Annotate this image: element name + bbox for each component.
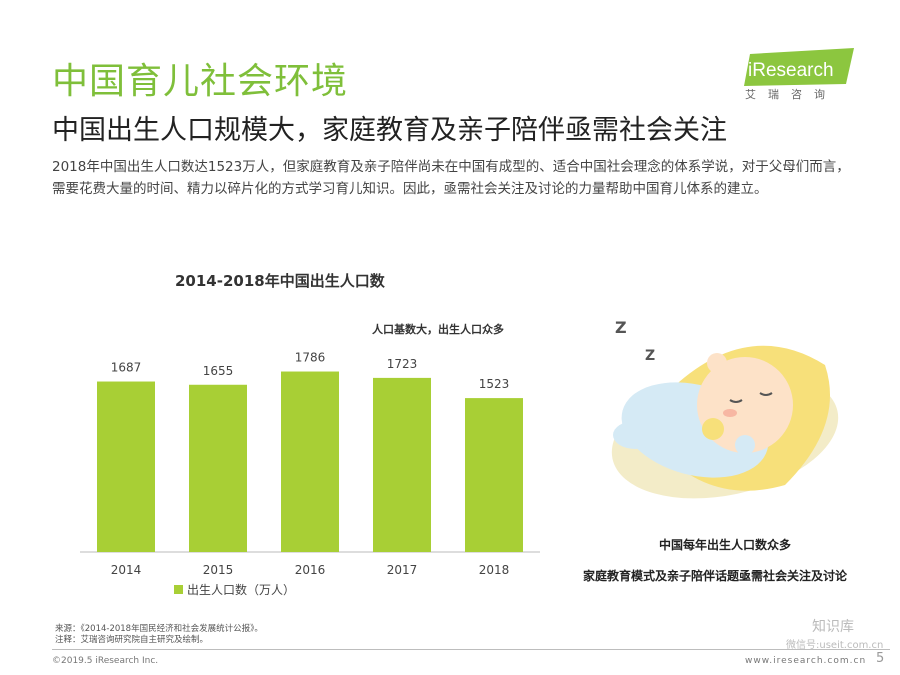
watermark-text: 知识库 bbox=[812, 619, 854, 635]
chart-title: 2014-2018年中国出生人口数 bbox=[175, 272, 385, 290]
logo-text: iResearch bbox=[748, 60, 834, 81]
page-title: 中国育儿社会环境 bbox=[52, 61, 349, 102]
bar-2017 bbox=[373, 377, 431, 552]
watermark-id: 微信号:useit.com.cn bbox=[786, 640, 884, 651]
bar-2018 bbox=[465, 398, 523, 552]
data-label-2017: 1723 bbox=[387, 357, 418, 371]
intro-paragraph: 2018年中国出生人口数达1523万人，但家庭教育及亲子陪伴尚未在中国有成型的、… bbox=[52, 159, 850, 197]
x-tick-2018: 2018 bbox=[479, 563, 510, 577]
bar-2014 bbox=[97, 381, 155, 552]
x-tick-2015: 2015 bbox=[203, 563, 234, 577]
chart-annotation: 人口基数大，出生人口众多 bbox=[372, 323, 504, 336]
illustration-caption-2: 家庭教育模式及亲子陪伴话题亟需社会关注及讨论 bbox=[582, 569, 847, 583]
sleeping-baby-illustration: Z Z bbox=[611, 318, 839, 499]
x-tick-2014: 2014 bbox=[111, 563, 142, 577]
illustration-caption-1: 中国每年出生人口数众多 bbox=[658, 538, 791, 552]
svg-text:Z: Z bbox=[615, 318, 627, 337]
legend-label: 出生人口数（万人） bbox=[187, 582, 295, 597]
x-tick-2016: 2016 bbox=[295, 563, 326, 577]
source-text: 来源：《2014-2018年国民经济和社会发展统计公报》。 bbox=[55, 624, 263, 634]
svg-text:Z: Z bbox=[645, 348, 655, 364]
data-label-2018: 1523 bbox=[479, 377, 510, 391]
website-link[interactable]: www.iresearch.com.cn bbox=[745, 656, 867, 666]
footer-divider bbox=[52, 649, 890, 650]
page-subtitle: 中国出生人口规模大，家庭教育及亲子陪伴亟需社会关注 bbox=[52, 115, 727, 146]
bar-2016 bbox=[281, 371, 339, 552]
note-text: 注释：艾瑞咨询研究院自主研究及绘制。 bbox=[55, 635, 209, 645]
data-label-2015: 1655 bbox=[203, 364, 234, 378]
copyright: ©2019.5 iResearch Inc. bbox=[52, 656, 159, 666]
legend-swatch bbox=[174, 585, 183, 594]
x-tick-2017: 2017 bbox=[387, 563, 418, 577]
logo-cn-text: 艾瑞咨询 bbox=[745, 88, 837, 101]
iresearch-logo: iResearch bbox=[744, 48, 854, 86]
bar-chart: 1687 2014 1655 2015 1786 2016 1723 2017 1523 2018… bbox=[80, 351, 540, 597]
data-label-2016: 1786 bbox=[295, 351, 326, 365]
source-notes: 来源：《2014-2018年国民经济和社会发展统计公报》。 注释：艾瑞咨询研究院… bbox=[55, 624, 263, 646]
data-label-2014: 1687 bbox=[111, 361, 142, 375]
page-number: 5 bbox=[876, 651, 885, 666]
bar-2015 bbox=[189, 384, 247, 552]
